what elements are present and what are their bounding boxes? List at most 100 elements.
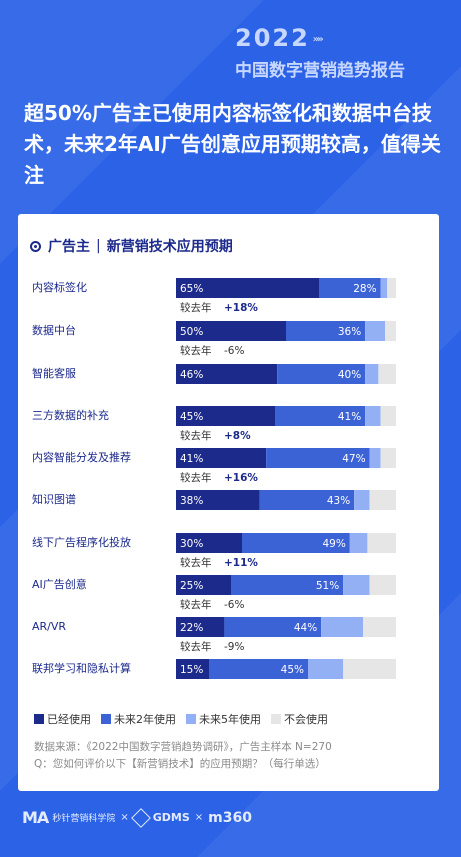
- legend-swatch: [271, 714, 281, 724]
- source-line-1: 数据来源：《2022中国数字营销趋势调研》，广告主样本 N=270: [34, 741, 332, 753]
- bar-segment: [369, 575, 396, 595]
- change-label: 较去年: [180, 471, 212, 484]
- bar-segment: [176, 575, 231, 595]
- cross-2: ×: [194, 812, 204, 823]
- bar-segment: [354, 490, 370, 510]
- arrows-icon: »»: [312, 33, 324, 45]
- value-label: 44%: [294, 622, 317, 634]
- legend-item: 未来2年使用: [101, 711, 176, 727]
- miaozhen-logo-icon: MA: [22, 808, 49, 827]
- category-label: 数据中台: [32, 323, 76, 337]
- value-label: 22%: [180, 622, 203, 634]
- value-label: 25%: [180, 580, 203, 592]
- legend-item: 未来5年使用: [186, 711, 261, 727]
- bar-segment: [176, 406, 275, 426]
- value-label: 50%: [180, 326, 203, 338]
- category-label: 知识图谱: [32, 492, 76, 506]
- headline: 超50%广告主已使用内容标签化和数据中台技术，未来2年AI广告创意应用预期较高，…: [24, 101, 441, 187]
- change-value: -9%: [224, 641, 244, 653]
- change-value: +16%: [224, 472, 258, 484]
- card-title-main: 广告主: [48, 239, 90, 255]
- change-label: 较去年: [180, 598, 212, 611]
- change-value: -6%: [224, 345, 244, 357]
- legend-swatch: [101, 714, 111, 724]
- bar-segment: [369, 448, 381, 468]
- chart-card: 广告主 | 新营销技术应用预期 内容标签化 65% 28% 数据中台 50% 36% 智能客…: [18, 214, 439, 791]
- legend-label: 未来5年使用: [199, 713, 261, 726]
- value-label: 51%: [316, 580, 339, 592]
- value-label: 49%: [322, 538, 345, 550]
- bar-segment: [385, 321, 396, 341]
- card-title: 广告主 | 新营销技术应用预期: [30, 236, 233, 256]
- report-title: 中国数字营销趋势报告: [235, 61, 405, 81]
- report-year: 2022»»: [235, 24, 324, 52]
- bar-segment: [286, 321, 366, 341]
- bar-segment: [275, 406, 366, 426]
- legend: 已经使用 未来2年使用 未来5年使用 不会使用: [34, 711, 338, 727]
- org3-name: m360: [208, 809, 252, 826]
- bar-segment: [365, 364, 379, 384]
- bar-segment: [176, 278, 319, 298]
- legend-label: 未来2年使用: [114, 713, 176, 726]
- bar-segment: [224, 617, 322, 637]
- bar-segment: [319, 278, 381, 298]
- bar-segment: [343, 575, 370, 595]
- change-label: 较去年: [180, 556, 212, 569]
- legend-item: 不会使用: [271, 711, 328, 727]
- bar-segment: [365, 406, 381, 426]
- change-value: +11%: [224, 557, 258, 569]
- value-label: 47%: [342, 453, 365, 465]
- bar-segment: [363, 617, 396, 637]
- bar-segment: [242, 533, 350, 553]
- bar-segment: [378, 364, 396, 384]
- value-label: 46%: [180, 369, 203, 381]
- bar-segment: [176, 321, 286, 341]
- bar-segment: [277, 364, 366, 384]
- change-label: 较去年: [180, 344, 212, 357]
- cross-1: ×: [120, 812, 129, 823]
- bar-segment: [343, 659, 396, 679]
- change-value: -6%: [224, 599, 244, 611]
- category-label: 智能客服: [32, 366, 76, 380]
- source-line-2: Q：您如何评价以下【新营销技术】的应用预期？（每行单选）: [34, 758, 326, 770]
- bar-segment: [321, 617, 363, 637]
- category-label: 内容智能分发及推荐: [32, 450, 131, 464]
- legend-label: 不会使用: [284, 713, 328, 726]
- value-label: 45%: [281, 664, 304, 676]
- change-label: 较去年: [180, 640, 212, 653]
- category-label: 内容标签化: [32, 280, 87, 294]
- org2-name: GDMS: [152, 811, 190, 824]
- bar-segment: [176, 364, 278, 384]
- bar-segment: [231, 575, 344, 595]
- legend-swatch: [34, 714, 44, 724]
- change-value: +18%: [224, 302, 258, 314]
- gdms-logo-icon: [130, 807, 151, 828]
- bar-segment: [349, 533, 368, 553]
- bar-segment: [365, 321, 385, 341]
- value-label: 30%: [180, 538, 203, 550]
- legend-label: 已经使用: [47, 713, 91, 726]
- bar-segment: [367, 533, 396, 553]
- bar-segment: [176, 659, 209, 679]
- bar-segment: [380, 448, 396, 468]
- bar-segment: [176, 448, 267, 468]
- stacked-bar-chart: 内容标签化 65% 28% 数据中台 50% 36% 智能客服 46% 40% 三方数据的补充 45…: [32, 278, 396, 679]
- bar-segment: [266, 448, 370, 468]
- target-icon: [30, 240, 41, 252]
- bar-segment: [387, 278, 396, 298]
- value-label: 45%: [180, 411, 203, 423]
- value-label: 43%: [327, 495, 350, 507]
- bar-segment: [259, 490, 355, 510]
- change-label: 较去年: [180, 429, 212, 442]
- value-label: 40%: [338, 369, 361, 381]
- change-value: +8%: [224, 430, 251, 442]
- category-label: AI广告创意: [32, 577, 87, 591]
- change-label: 较去年: [180, 301, 212, 314]
- value-label: 41%: [180, 453, 203, 465]
- bar-segment: [176, 490, 260, 510]
- year-text: 2022: [235, 24, 310, 52]
- bar-segment: [176, 617, 225, 637]
- legend-item: 已经使用: [34, 711, 91, 727]
- card-subtitle: 新营销技术应用预期: [106, 239, 233, 255]
- value-label: 41%: [338, 411, 361, 423]
